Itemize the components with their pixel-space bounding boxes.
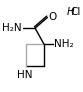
Text: NH₂: NH₂: [54, 39, 73, 49]
Text: H₂N: H₂N: [2, 23, 21, 33]
Text: Cl: Cl: [71, 7, 81, 17]
Text: O: O: [49, 12, 57, 22]
Text: H: H: [66, 7, 74, 17]
Text: HN: HN: [17, 70, 32, 80]
